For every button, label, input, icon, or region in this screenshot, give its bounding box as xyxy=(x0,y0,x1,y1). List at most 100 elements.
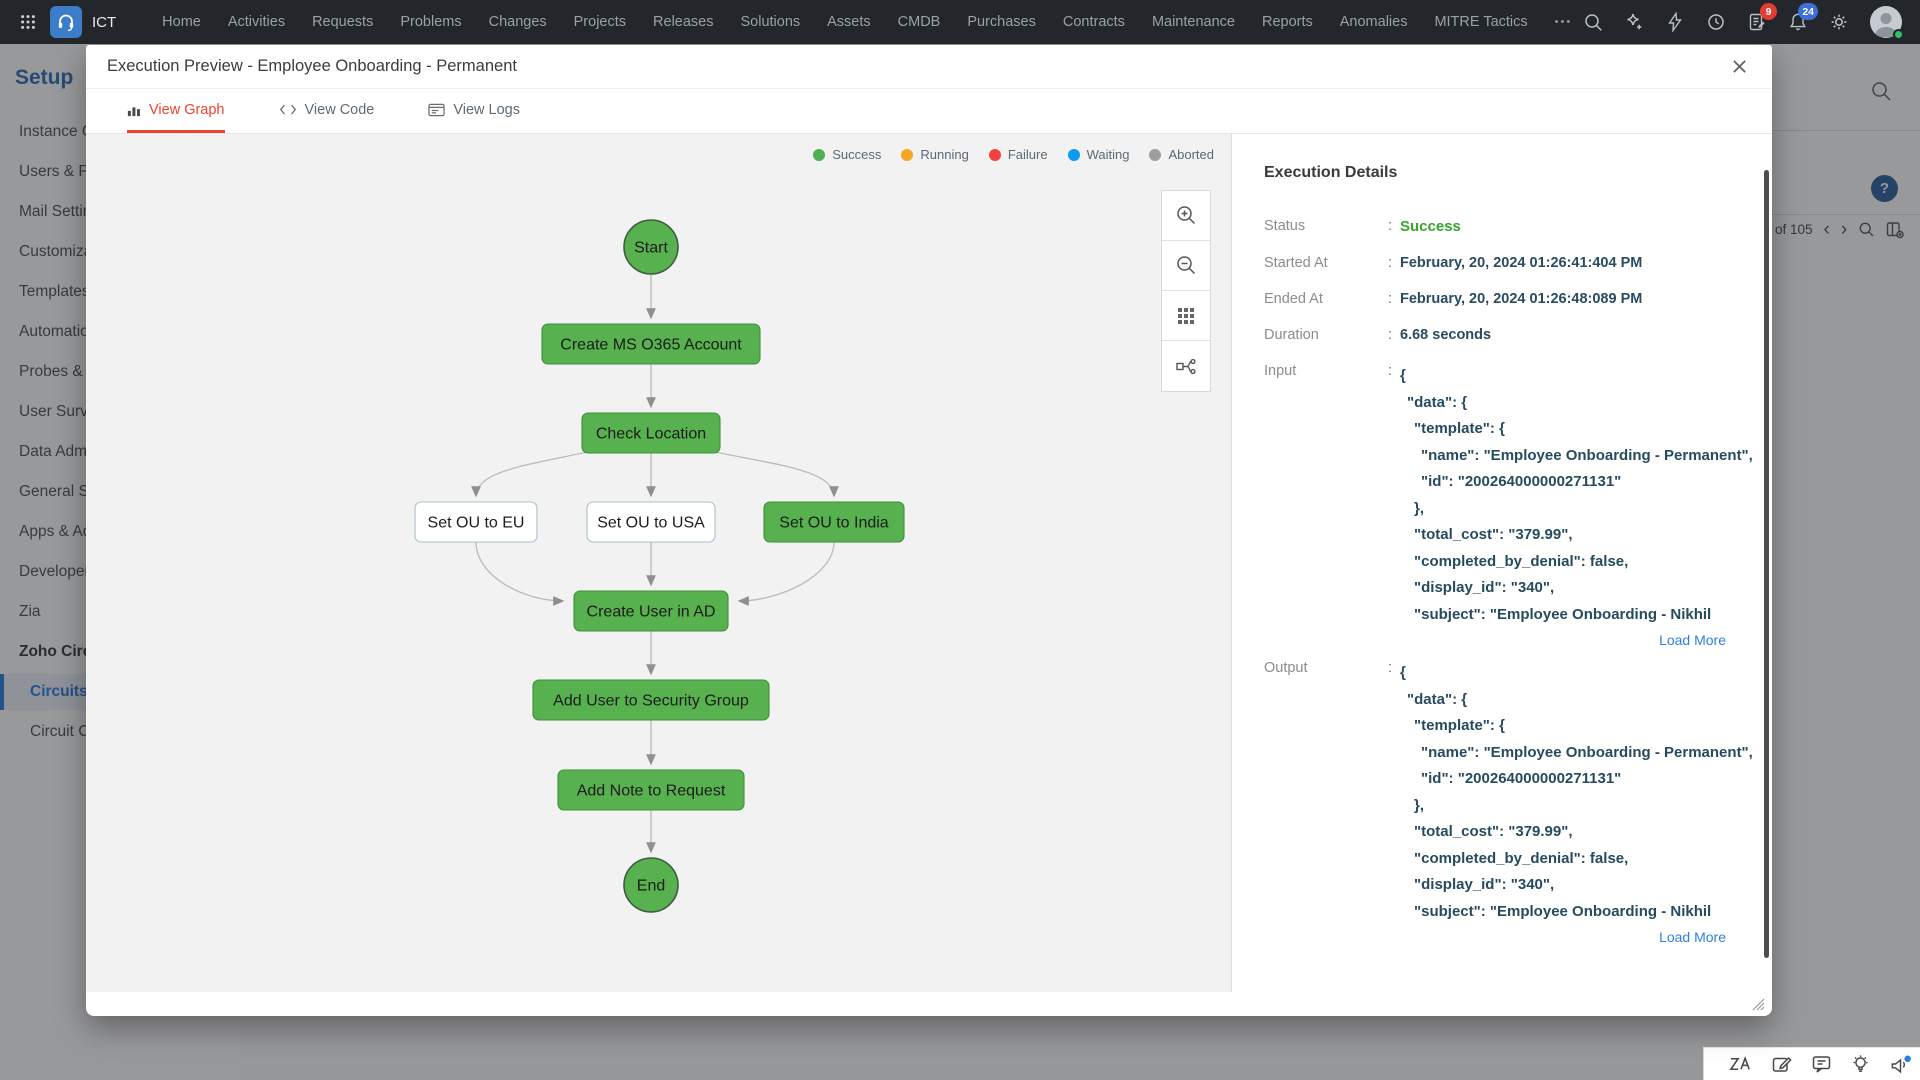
pager-search-icon[interactable] xyxy=(1858,221,1875,238)
sidebar-item-circuit-co[interactable]: Circuit Co xyxy=(30,723,99,740)
apps-grid-icon[interactable] xyxy=(14,8,42,36)
flow-node-label: Check Location xyxy=(596,425,706,442)
nav-item-cmdb[interactable]: CMDB xyxy=(897,14,941,30)
approvals-icon[interactable]: 9 xyxy=(1747,3,1777,32)
top-navbar: ICT Home Activities Requests Problems Change… xyxy=(0,0,1920,44)
grid-layout-icon[interactable] xyxy=(1162,291,1210,341)
nav-item-releases[interactable]: Releases xyxy=(653,14,714,30)
flow-node-check-location[interactable]: Check Location xyxy=(581,412,721,454)
nav-item-anomalies[interactable]: Anomalies xyxy=(1339,14,1408,30)
zoom-in-icon[interactable] xyxy=(1162,191,1210,241)
json-line: "total_cost": "379.99", xyxy=(1414,526,1573,543)
quick-add-icon[interactable] xyxy=(1624,12,1644,32)
flow-node-add-user-to-security-group[interactable]: Add User to Security Group xyxy=(532,679,770,721)
sidebar-item-customiza[interactable]: Customiza xyxy=(19,243,93,260)
prev-page-icon[interactable]: ‹ xyxy=(1823,219,1830,240)
flow-node-create-ms-o365-account[interactable]: Create MS O365 Account xyxy=(541,323,761,365)
sidebar-item-instance-c[interactable]: Instance C xyxy=(19,123,94,140)
sidebar-item-user-surve[interactable]: User Surve xyxy=(19,403,97,420)
zoom-out-icon[interactable] xyxy=(1162,241,1210,291)
compose-note-icon[interactable] xyxy=(1771,1054,1793,1074)
navbar-actions: 9 24 xyxy=(1583,3,1906,40)
nav-overflow-icon[interactable]: ••• xyxy=(1554,16,1573,28)
sidebar-item-apps-ad[interactable]: Apps & Ad xyxy=(19,523,92,540)
json-line: "completed_by_denial": false, xyxy=(1414,552,1629,570)
load-more-link[interactable]: Load More xyxy=(1659,632,1726,648)
load-more-link[interactable]: Load More xyxy=(1659,929,1726,945)
legend-waiting: Waiting xyxy=(1067,147,1129,162)
nav-item-purchases[interactable]: Purchases xyxy=(967,14,1036,30)
sidebar-item-templates[interactable]: Templates xyxy=(19,283,90,300)
sidebar-item-data-admi[interactable]: Data Admi xyxy=(19,443,91,460)
sidebar-item-zia[interactable]: Zia xyxy=(19,603,41,620)
flow-node-create-user-in-ad[interactable]: Create User in AD xyxy=(573,590,729,632)
flow-node-set-ou-to-eu[interactable]: Set OU to EU xyxy=(414,501,538,543)
chat-icon[interactable] xyxy=(1811,1054,1832,1074)
legend-failure: Failure xyxy=(988,147,1048,162)
suggestions-bulb-icon[interactable] xyxy=(1850,1054,1871,1075)
nav-item-home[interactable]: Home xyxy=(162,14,201,30)
modal-title: Execution Preview - Employee Onboarding … xyxy=(107,57,517,75)
sidebar-item-general-se[interactable]: General Se xyxy=(19,483,98,500)
json-line: }, xyxy=(1414,499,1425,517)
column-chooser-icon[interactable] xyxy=(1886,221,1904,239)
nav-item-mitre-tactics[interactable]: MITRE Tactics xyxy=(1434,14,1528,30)
flow-node-start[interactable]: Start xyxy=(623,219,679,275)
graph-canvas[interactable]: Start Create MS O365 Account Check Locatio… xyxy=(86,134,1232,992)
resize-handle-icon[interactable] xyxy=(1752,998,1765,1011)
help-button[interactable]: ? xyxy=(1871,175,1898,202)
execution-details-panel: Execution Details Status: Success Started … xyxy=(1232,134,1772,992)
announcements-icon[interactable] xyxy=(1889,1054,1912,1075)
nav-item-maintenance[interactable]: Maintenance xyxy=(1151,14,1235,30)
flow-node-set-ou-to-india[interactable]: Set OU to India xyxy=(763,501,905,543)
nav-item-problems[interactable]: Problems xyxy=(400,14,462,30)
zia-icon[interactable] xyxy=(1728,1054,1753,1074)
sidebar-item-developer[interactable]: Developer xyxy=(19,563,90,580)
logs-icon xyxy=(428,103,446,117)
sidebar-item-users-pe[interactable]: Users & Pe xyxy=(19,163,98,180)
details-title: Execution Details xyxy=(1264,164,1398,181)
nav-item-requests[interactable]: Requests xyxy=(312,14,374,30)
auto-layout-icon[interactable] xyxy=(1162,341,1210,391)
detail-value: 6.68 seconds xyxy=(1400,327,1492,343)
history-icon[interactable] xyxy=(1706,12,1726,32)
flow-node-label: Create User in AD xyxy=(587,603,716,620)
json-line: "name": "Employee Onboarding - Permanent… xyxy=(1421,446,1753,464)
tab-view-logs[interactable]: View Logs xyxy=(428,89,520,133)
tab-view-code[interactable]: View Code xyxy=(279,89,374,133)
scrollbar-thumb[interactable] xyxy=(1764,170,1769,958)
tab-view-graph[interactable]: View Graph xyxy=(127,89,225,133)
flow-node-set-ou-to-usa[interactable]: Set OU to USA xyxy=(586,501,716,543)
brand[interactable]: ICT xyxy=(50,6,116,38)
list-search-icon[interactable] xyxy=(1870,80,1892,107)
next-page-icon[interactable]: › xyxy=(1840,219,1848,240)
user-avatar[interactable] xyxy=(1870,6,1904,40)
flow-edge xyxy=(737,541,835,606)
nav-item-activities[interactable]: Activities xyxy=(227,14,286,30)
nav-item-projects[interactable]: Projects xyxy=(573,14,627,30)
flow-node-add-note-to-request[interactable]: Add Note to Request xyxy=(557,769,745,811)
sidebar-item-probes-d[interactable]: Probes & D xyxy=(19,363,99,380)
notifications-bell-icon[interactable]: 24 xyxy=(1788,3,1818,32)
nav-item-solutions[interactable]: Solutions xyxy=(740,14,801,30)
settings-gear-icon[interactable] xyxy=(1829,12,1849,32)
nav-item-contracts[interactable]: Contracts xyxy=(1062,14,1125,30)
sidebar-item-mail-settin[interactable]: Mail Settin xyxy=(19,203,92,220)
flash-icon[interactable] xyxy=(1665,12,1685,32)
json-line: }, xyxy=(1414,796,1425,814)
nav-item-reports[interactable]: Reports xyxy=(1261,14,1313,30)
search-icon[interactable] xyxy=(1583,12,1603,32)
detail-value: February, 20, 2024 01:26:48:089 PM xyxy=(1400,291,1643,307)
graph-toolbar xyxy=(1161,190,1211,392)
flow-edge xyxy=(709,450,839,498)
app-logo-icon xyxy=(50,6,82,38)
nav-item-assets[interactable]: Assets xyxy=(827,14,871,30)
bar-chart-icon xyxy=(127,103,141,117)
legend-dot-icon xyxy=(1149,148,1162,161)
sidebar-item-zoho-circu[interactable]: Zoho Circu xyxy=(19,643,101,660)
close-icon[interactable] xyxy=(1728,55,1751,78)
sidebar-item-automatio[interactable]: Automatio xyxy=(19,323,89,340)
flow-node-label: Add Note to Request xyxy=(577,782,726,799)
flow-node-end[interactable]: End xyxy=(623,857,679,913)
nav-item-changes[interactable]: Changes xyxy=(488,14,547,30)
